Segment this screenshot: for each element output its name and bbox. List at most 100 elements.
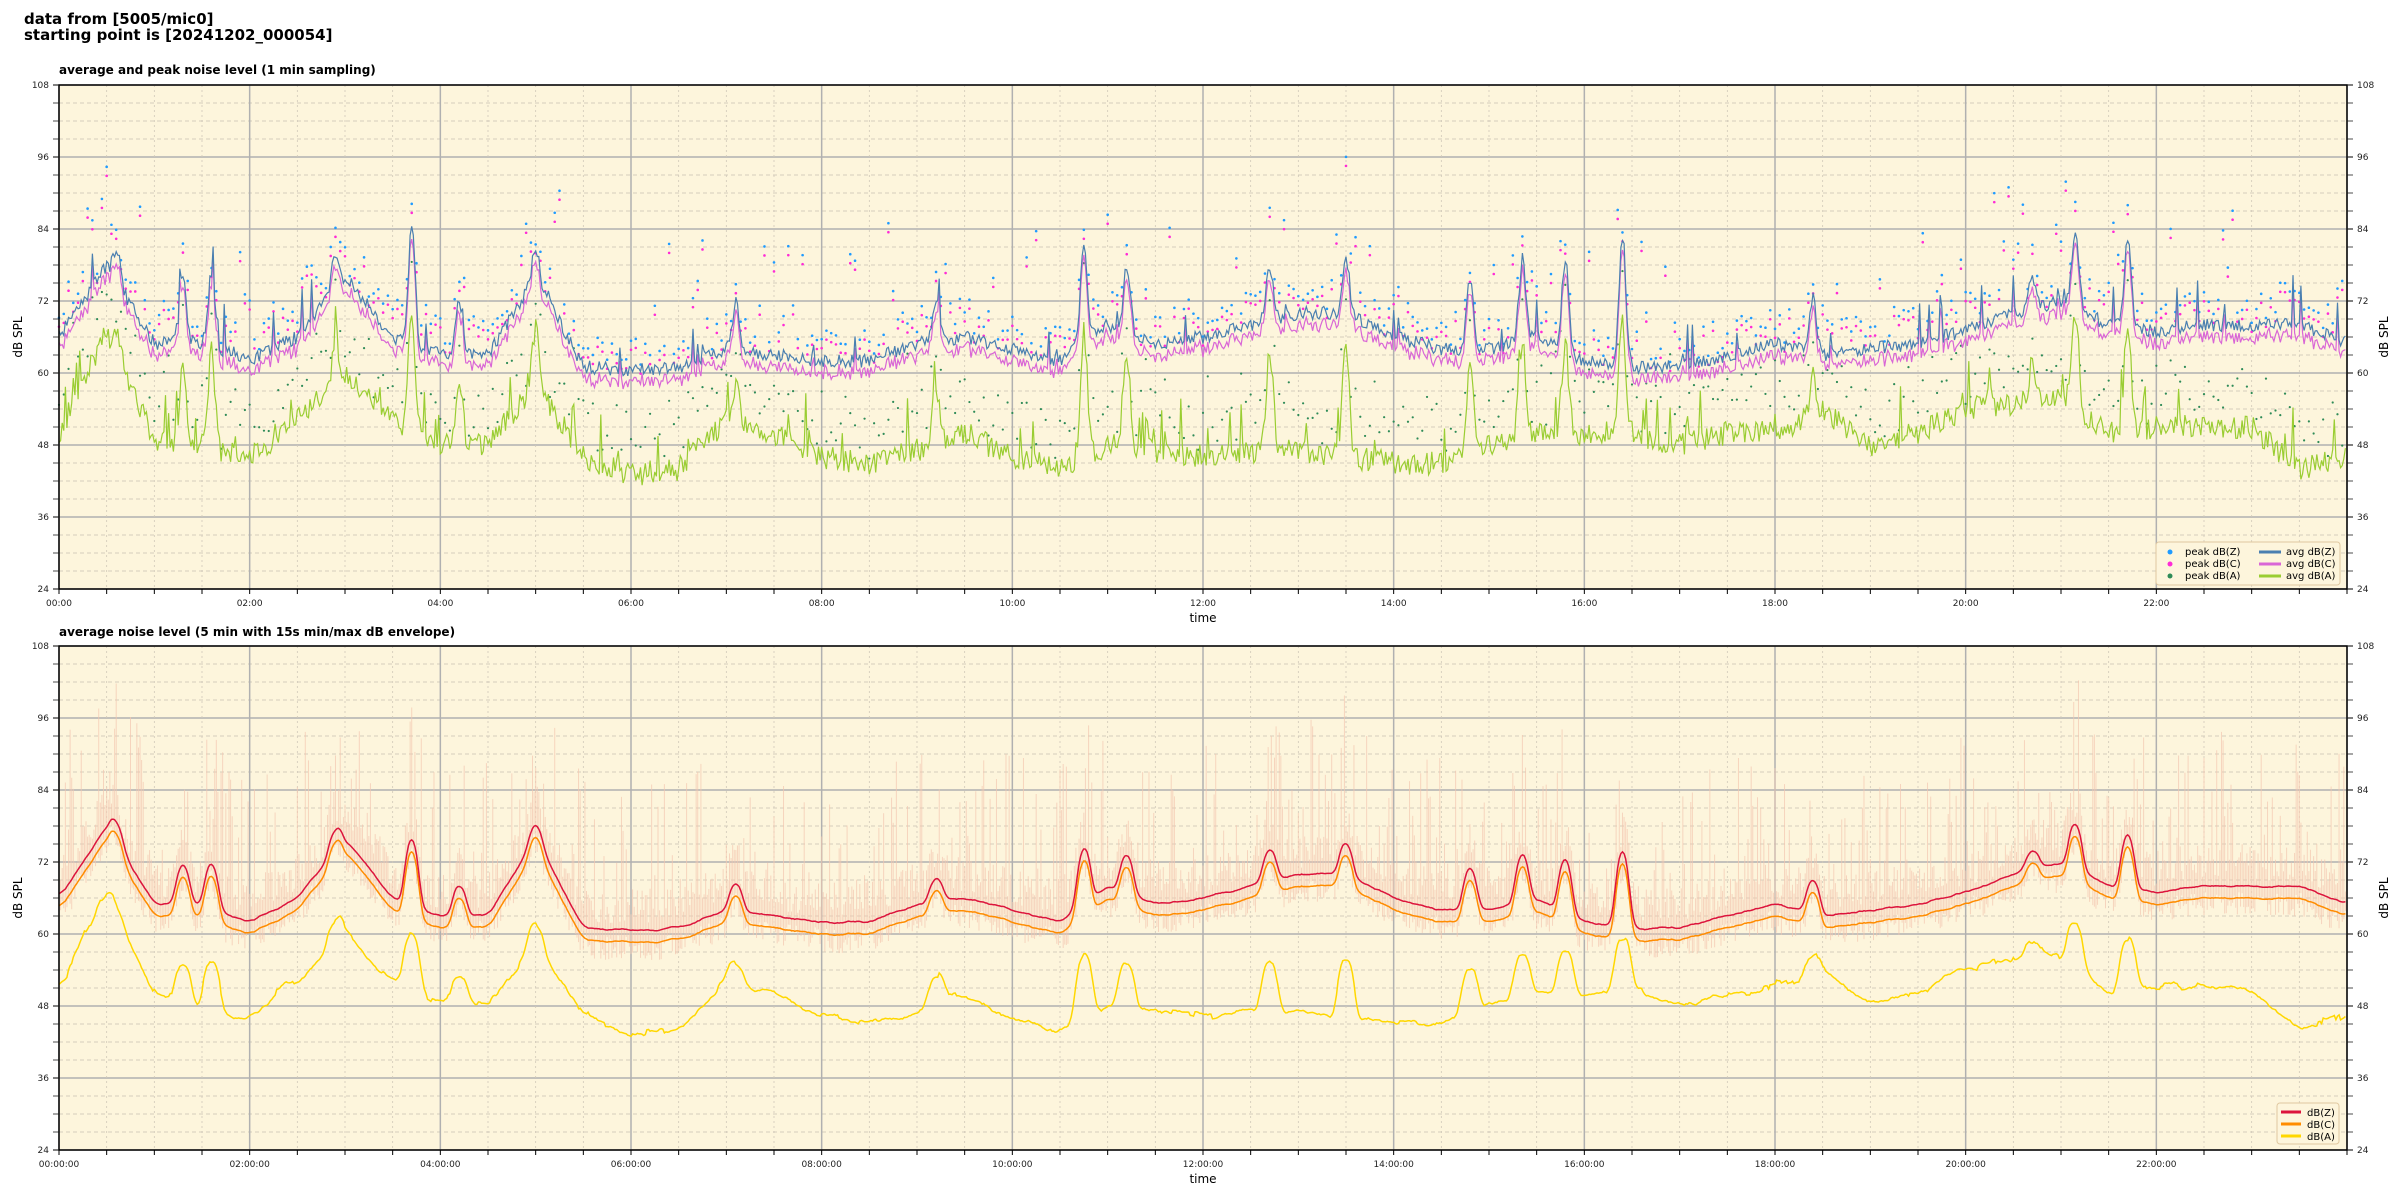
peak-a-point — [1588, 368, 1591, 371]
peak-a-point — [1921, 379, 1924, 382]
peak-c-point — [2126, 212, 2130, 216]
peak-a-point — [973, 410, 976, 413]
peak-c-point — [1830, 332, 1834, 335]
peak-z-point — [1440, 321, 1443, 325]
peak-a-point — [234, 388, 237, 391]
peak-a-point — [1011, 411, 1014, 415]
peak-z-point — [1649, 357, 1653, 361]
peak-c-point — [582, 355, 585, 359]
peak-a-point — [2150, 402, 2153, 405]
peak-a-point — [2174, 373, 2177, 376]
peak-z-point — [1030, 341, 1033, 345]
peak-a-point — [1311, 416, 1314, 419]
peak-z-point — [2016, 242, 2020, 245]
peak-z-point — [1154, 315, 1157, 319]
peak-z-point — [1092, 298, 1095, 301]
peak-z-point — [1163, 335, 1167, 339]
peak-c-point — [1845, 325, 1848, 329]
peak-z-point — [1587, 250, 1591, 254]
peak-z-point — [272, 301, 275, 304]
peak-c-point — [67, 289, 70, 293]
y-tick-label: 48 — [38, 1002, 50, 1012]
peak-a-point — [1926, 410, 1929, 413]
peak-c-point — [806, 353, 809, 356]
peak-z-point — [796, 337, 800, 341]
peak-z-point — [1635, 330, 1639, 334]
peak-c-point — [1597, 348, 1600, 352]
peak-a-point — [2117, 399, 2120, 402]
peak-c-point — [2317, 320, 2320, 323]
peak-c-point — [1192, 321, 1195, 324]
peak-c-point — [1878, 287, 1882, 290]
peak-a-point — [2317, 440, 2320, 444]
peak-z-point — [934, 270, 938, 274]
peak-z-point — [1768, 308, 1772, 312]
peak-z-point — [1778, 314, 1782, 317]
peak-z-point — [1344, 155, 1348, 159]
peak-z-point — [1087, 273, 1090, 277]
peak-z-point — [329, 245, 333, 249]
peak-z-point — [2145, 319, 2149, 322]
legend-label: avg dB(Z) — [2286, 547, 2336, 558]
peak-a-point — [196, 418, 199, 421]
peak-z-point — [1969, 291, 1972, 295]
peak-c-point — [1349, 261, 1353, 264]
peak-z-point — [1325, 307, 1329, 311]
peak-a-point — [706, 404, 709, 407]
peak-a-point — [1449, 427, 1452, 430]
peak-a-point — [911, 410, 914, 413]
peak-z-point — [1368, 244, 1372, 248]
peak-c-point — [1354, 244, 1357, 248]
peak-a-point — [2112, 404, 2115, 408]
peak-a-point — [2188, 398, 2191, 401]
peak-a-point — [215, 348, 218, 351]
peak-z-point — [1745, 319, 1748, 323]
peak-c-point — [591, 362, 595, 366]
peak-z-point — [1573, 339, 1577, 343]
peak-z-point — [524, 222, 528, 226]
peak-c-point — [710, 356, 714, 360]
peak-a-point — [668, 399, 671, 402]
peak-c-point — [1592, 338, 1596, 341]
peak-z-point — [1287, 284, 1291, 287]
peak-z-point — [1983, 292, 1987, 295]
x-tick-label: 06:00 — [618, 599, 644, 609]
peak-c-point — [834, 343, 838, 346]
peak-a-point — [1535, 380, 1538, 383]
peak-z-point — [133, 281, 137, 284]
peak-z-point — [777, 331, 781, 334]
peak-a-point — [1635, 396, 1638, 399]
peak-z-point — [715, 322, 719, 326]
peak-a-point — [658, 433, 661, 436]
peak-z-point — [2178, 303, 2182, 307]
peak-a-point — [467, 434, 471, 437]
peak-c-point — [758, 313, 761, 317]
peak-c-point — [987, 319, 990, 322]
peak-z-point — [1444, 325, 1448, 329]
peak-a-point — [67, 367, 70, 370]
peak-a-point — [839, 422, 842, 425]
peak-c-point — [801, 262, 804, 266]
peak-c-point — [1115, 302, 1119, 306]
peak-z-point — [186, 279, 189, 283]
peak-c-point — [2121, 269, 2125, 272]
peak-z-point — [324, 286, 328, 290]
peak-z-point — [205, 296, 209, 299]
y-tick-label: 84 — [38, 786, 50, 796]
y-tick-label: 36 — [38, 1074, 50, 1084]
peak-z-point — [72, 301, 75, 305]
peak-z-point — [2231, 209, 2234, 213]
peak-a-point — [1359, 415, 1362, 418]
peak-a-point — [2069, 314, 2072, 317]
peak-a-point — [167, 354, 170, 357]
peak-c-point — [963, 320, 966, 323]
peak-z-point — [195, 325, 199, 328]
peak-c-point — [910, 326, 914, 330]
peak-z-point — [1158, 316, 1162, 319]
z-line — [58, 818, 2346, 932]
peak-c-point — [686, 355, 690, 359]
peak-a-point — [1459, 413, 1462, 416]
peak-z-point — [510, 289, 514, 292]
peak-c-point — [891, 298, 895, 302]
peak-a-point — [1068, 429, 1071, 432]
